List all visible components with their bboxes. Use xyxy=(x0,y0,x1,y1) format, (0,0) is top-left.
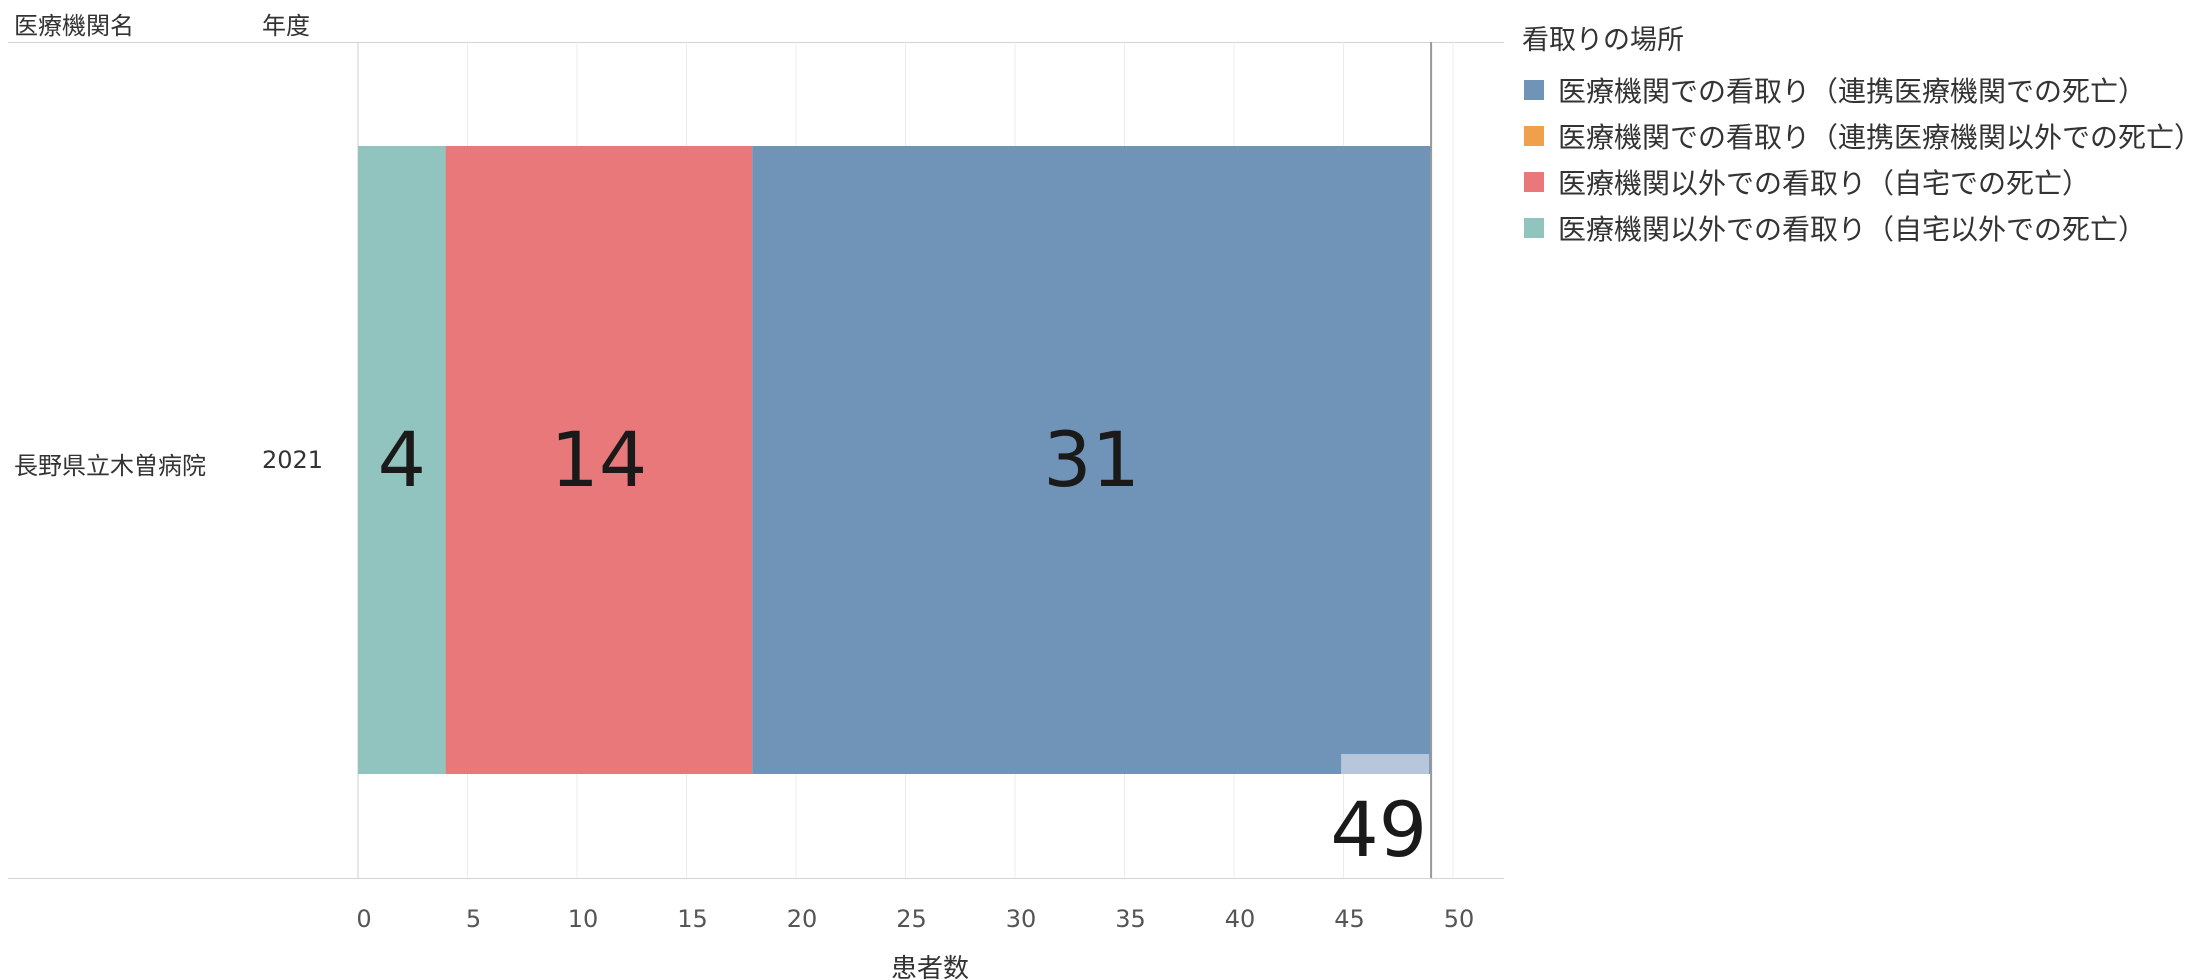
column-header-institution: 医療機関名 xyxy=(14,12,134,40)
x-tick-label: 10 xyxy=(568,905,599,933)
legend-item[interactable]: 医療機関以外での看取り（自宅以外での死亡） xyxy=(1522,205,2190,251)
bar-segment[interactable] xyxy=(358,146,446,774)
legend-swatch xyxy=(1524,172,1544,192)
legend-swatch xyxy=(1524,80,1544,100)
legend-label: 医療機関での看取り（連携医療機関以外での死亡） xyxy=(1558,121,2190,154)
bar-value-label: 14 xyxy=(551,415,648,504)
x-axis: 0 5 10 15 20 25 30 35 40 45 50 xyxy=(356,905,1474,933)
legend-swatch xyxy=(1524,218,1544,238)
stacked-bar-chart: 4 14 31 49 0 5 10 15 20 25 30 35 40 45 50 患者数 xyxy=(356,42,1474,980)
bar-layer xyxy=(358,42,1433,878)
legend-label: 医療機関以外での看取り（自宅以外での死亡） xyxy=(1558,213,2147,246)
legend: 看取りの場所 医療機関での看取り（連携医療機関での死亡） 医療機関での看取り（連… xyxy=(1522,18,2190,251)
bar-value-label: 31 xyxy=(1043,415,1140,504)
data-label-layer: 4 14 31 49 xyxy=(378,415,1427,874)
x-tick-label: 20 xyxy=(787,905,818,933)
legend-item[interactable]: 医療機関以外での看取り（自宅での死亡） xyxy=(1522,159,2190,205)
x-tick-label: 15 xyxy=(677,905,708,933)
x-tick-label: 40 xyxy=(1225,905,1256,933)
column-header-year: 年度 xyxy=(262,12,310,40)
bar-segment[interactable] xyxy=(752,146,1432,774)
legend-label: 医療機関での看取り（連携医療機関での死亡） xyxy=(1558,75,2147,108)
x-tick-label: 45 xyxy=(1334,905,1365,933)
x-tick-label: 35 xyxy=(1115,905,1146,933)
x-tick-label: 50 xyxy=(1444,905,1475,933)
total-label-marker xyxy=(1341,754,1430,774)
x-tick-label: 30 xyxy=(1006,905,1037,933)
bar-segment[interactable] xyxy=(445,146,753,774)
x-axis-title: 患者数 xyxy=(891,954,969,980)
legend-swatch xyxy=(1524,126,1544,146)
row-label-year: 2021 xyxy=(262,446,324,474)
legend-title: 看取りの場所 xyxy=(1522,25,1684,56)
legend-item[interactable]: 医療機関での看取り（連携医療機関以外での死亡） xyxy=(1522,113,2190,159)
x-tick-label: 0 xyxy=(356,905,371,933)
row-label-institution: 長野県立木曽病院 xyxy=(14,452,206,480)
x-tick-label: 25 xyxy=(896,905,927,933)
header-divider xyxy=(8,42,1504,43)
x-tick-label: 5 xyxy=(466,905,481,933)
bar-value-label: 4 xyxy=(378,415,426,504)
legend-label: 医療機関以外での看取り（自宅での死亡） xyxy=(1558,167,2091,200)
legend-items: 医療機関での看取り（連携医療機関での死亡） 医療機関での看取り（連携医療機関以外… xyxy=(1522,67,2190,251)
legend-item[interactable]: 医療機関での看取り（連携医療機関での死亡） xyxy=(1522,67,2190,113)
row-divider xyxy=(8,878,1504,879)
total-value-label: 49 xyxy=(1330,785,1427,874)
